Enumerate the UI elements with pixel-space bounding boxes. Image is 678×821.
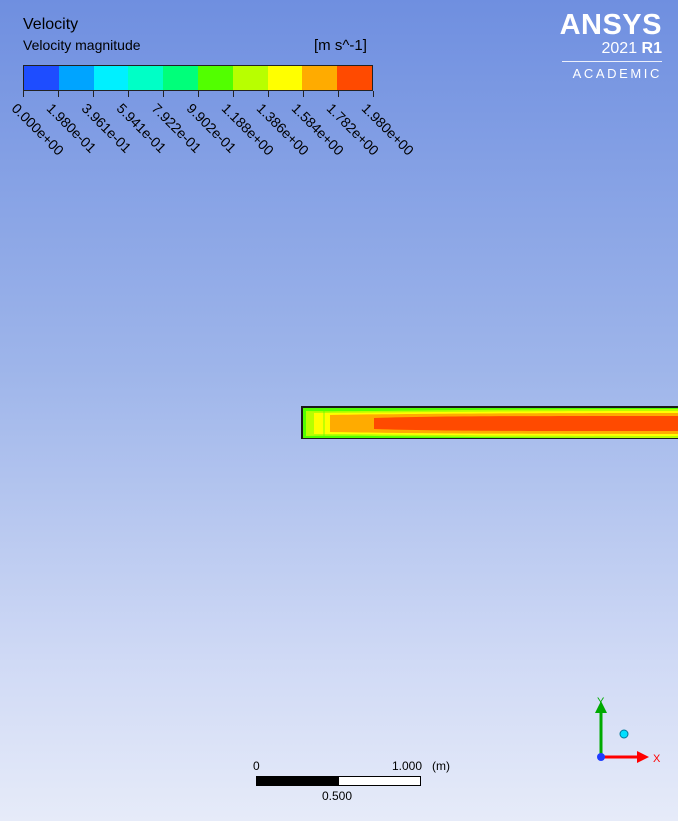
- legend-title: Velocity: [23, 16, 79, 33]
- logo-name: ANSYS: [559, 9, 662, 41]
- velocity-contour-domain[interactable]: [301, 406, 678, 439]
- colorbar-segment: [302, 66, 338, 90]
- colorbar-segment: [197, 66, 233, 90]
- scale-bar: [256, 776, 421, 786]
- colorbar-tick-mark: [92, 91, 94, 97]
- colorbar-tick-mark: [127, 91, 129, 97]
- legend-subtitle: Velocity magnitude: [23, 37, 141, 53]
- y-axis-label: Y: [597, 696, 605, 708]
- x-axis-arrow-icon: [637, 751, 649, 763]
- scale-start-label: 0: [253, 759, 260, 773]
- colorbar-tick-mark: [232, 91, 234, 97]
- scale-unit-label: (m): [432, 759, 450, 773]
- scale-end-label: 1.000: [392, 759, 423, 773]
- colorbar-tick-mark: [302, 91, 304, 97]
- scale-mid-label: 0.500: [322, 789, 353, 803]
- colorbar-tick-mark: [197, 91, 199, 97]
- colorbar-tick-mark: [57, 91, 59, 97]
- ansys-logo: ANSYS 2021 R1 ACADEMIC: [552, 10, 662, 81]
- colorbar-tick-mark: [162, 91, 164, 97]
- logo-version: 2021 R1: [552, 40, 663, 58]
- colorbar-tick-mark: [337, 91, 339, 97]
- logo-divider: [562, 61, 662, 62]
- logo-version-release: R1: [641, 40, 662, 57]
- colorbar-tick-mark: [22, 91, 24, 97]
- colorbar-tick-mark: [372, 91, 374, 97]
- velocity-contour-svg: [302, 407, 678, 438]
- legend-units: [m s^-1]: [314, 37, 367, 54]
- colorbar-segment: [337, 66, 372, 90]
- colorbar-segment: [267, 66, 303, 90]
- colorbar-segment: [128, 66, 164, 90]
- y-axis-arrow-icon: [595, 701, 607, 713]
- colorbar-segment: [58, 66, 94, 90]
- scale-bar-filled: [257, 777, 339, 785]
- z-axis-icon: [619, 729, 629, 739]
- colorbar-segment: [163, 66, 198, 90]
- colorbar: [23, 65, 373, 91]
- colorbar-tick-mark: [267, 91, 269, 97]
- axis-triad: Y X: [585, 693, 665, 768]
- colorbar-segment: [24, 66, 59, 90]
- logo-edition: ACADEMIC: [572, 66, 662, 81]
- scale-bar-empty: [338, 777, 420, 785]
- origin-icon: [597, 753, 605, 761]
- x-axis-label: X: [653, 753, 661, 765]
- colorbar-segment: [232, 66, 268, 90]
- colorbar-segment: [93, 66, 129, 90]
- logo-version-year: 2021: [601, 40, 638, 57]
